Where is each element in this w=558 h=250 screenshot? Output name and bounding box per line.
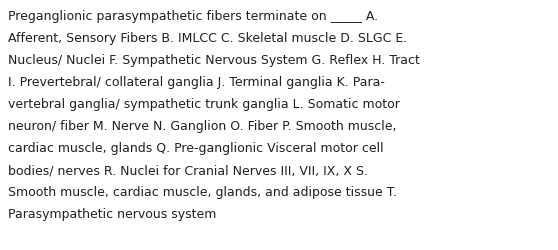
- Text: cardiac muscle, glands Q. Pre-ganglionic Visceral motor cell: cardiac muscle, glands Q. Pre-ganglionic…: [8, 142, 384, 154]
- Text: vertebral ganglia/ sympathetic trunk ganglia L. Somatic motor: vertebral ganglia/ sympathetic trunk gan…: [8, 98, 400, 110]
- Text: Afferent, Sensory Fibers B. IMLCC C. Skeletal muscle D. SLGC E.: Afferent, Sensory Fibers B. IMLCC C. Ske…: [8, 32, 407, 45]
- Text: bodies/ nerves R. Nuclei for Cranial Nerves III, VII, IX, X S.: bodies/ nerves R. Nuclei for Cranial Ner…: [8, 163, 368, 176]
- Text: Parasympathetic nervous system: Parasympathetic nervous system: [8, 207, 217, 220]
- Text: Smooth muscle, cardiac muscle, glands, and adipose tissue T.: Smooth muscle, cardiac muscle, glands, a…: [8, 185, 397, 198]
- Text: I. Prevertebral/ collateral ganglia J. Terminal ganglia K. Para-: I. Prevertebral/ collateral ganglia J. T…: [8, 76, 385, 89]
- Text: Preganglionic parasympathetic fibers terminate on _____ A.: Preganglionic parasympathetic fibers ter…: [8, 10, 378, 23]
- Text: neuron/ fiber M. Nerve N. Ganglion O. Fiber P. Smooth muscle,: neuron/ fiber M. Nerve N. Ganglion O. Fi…: [8, 120, 397, 132]
- Text: Nucleus/ Nuclei F. Sympathetic Nervous System G. Reflex H. Tract: Nucleus/ Nuclei F. Sympathetic Nervous S…: [8, 54, 420, 67]
